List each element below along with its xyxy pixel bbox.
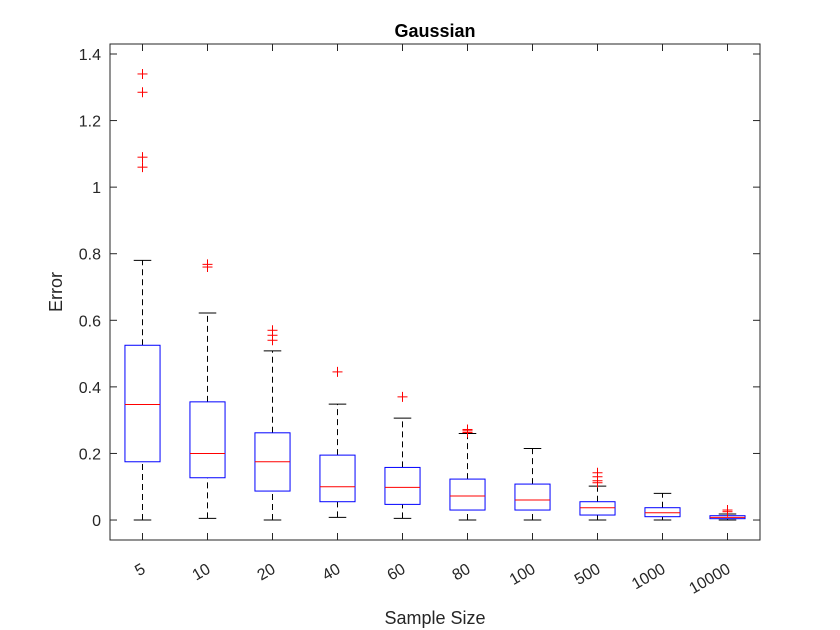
y-tick-label: 1.2: [79, 114, 101, 131]
box-40: [319, 366, 356, 518]
outlier-marker: [137, 87, 148, 98]
outlier-marker: [267, 325, 278, 336]
x-tick-label: 10000: [686, 561, 733, 598]
y-tick-label: 0.8: [79, 247, 101, 264]
chart-title: Gaussian: [394, 21, 475, 41]
x-tick-label: 40: [320, 561, 344, 585]
box-500: [579, 467, 616, 521]
plot-area: [109, 43, 761, 541]
box-60: [384, 391, 421, 519]
box-100: [514, 447, 551, 521]
outlier-marker: [722, 505, 733, 516]
box-20: [254, 325, 291, 521]
y-tick-label: 1: [92, 180, 101, 197]
outlier-marker: [137, 162, 148, 173]
iqr-box: [579, 501, 616, 516]
x-tick-label: 60: [385, 561, 409, 585]
x-axis-label: Sample Size: [384, 608, 485, 628]
y-tick-label: 0: [92, 513, 101, 530]
x-tick-label: 10: [190, 561, 214, 585]
outlier-marker: [202, 259, 213, 270]
outlier-marker: [397, 391, 408, 402]
y-tick-label: 0.6: [79, 313, 101, 330]
iqr-box: [319, 454, 356, 503]
box-5: [124, 68, 161, 521]
box-series: [124, 68, 746, 521]
x-tick-label: 500: [572, 561, 604, 589]
x-tick-label: 5: [132, 561, 148, 580]
x-tick-label: 1000: [629, 561, 668, 594]
y-tick-label: 0.4: [79, 380, 101, 397]
y-axis: 0 0.2 0.4 0.6 0.8 1 1.2 1.4: [79, 47, 760, 530]
box-80: [449, 424, 486, 521]
outlier-marker: [137, 152, 148, 163]
outlier-marker: [592, 467, 603, 478]
x-axis: 5 10 20 40 60 80 100 500 1000 10000: [132, 44, 734, 598]
outlier-marker: [332, 366, 343, 377]
y-tick-label: 1.4: [79, 47, 101, 64]
x-tick-label: 80: [450, 561, 474, 585]
iqr-box: [384, 466, 421, 505]
box-10: [189, 259, 226, 519]
iqr-box: [189, 401, 226, 479]
y-tick-label: 0.2: [79, 446, 101, 463]
x-tick-label: 100: [507, 561, 539, 589]
x-tick-label: 20: [255, 561, 279, 585]
box-10000: [709, 505, 746, 521]
outlier-marker: [137, 68, 148, 79]
y-axis-label: Error: [46, 272, 66, 312]
outlier-marker: [462, 424, 473, 435]
iqr-box: [124, 344, 161, 463]
iqr-box: [449, 478, 486, 511]
iqr-box: [514, 483, 551, 511]
box-1000: [644, 492, 681, 521]
